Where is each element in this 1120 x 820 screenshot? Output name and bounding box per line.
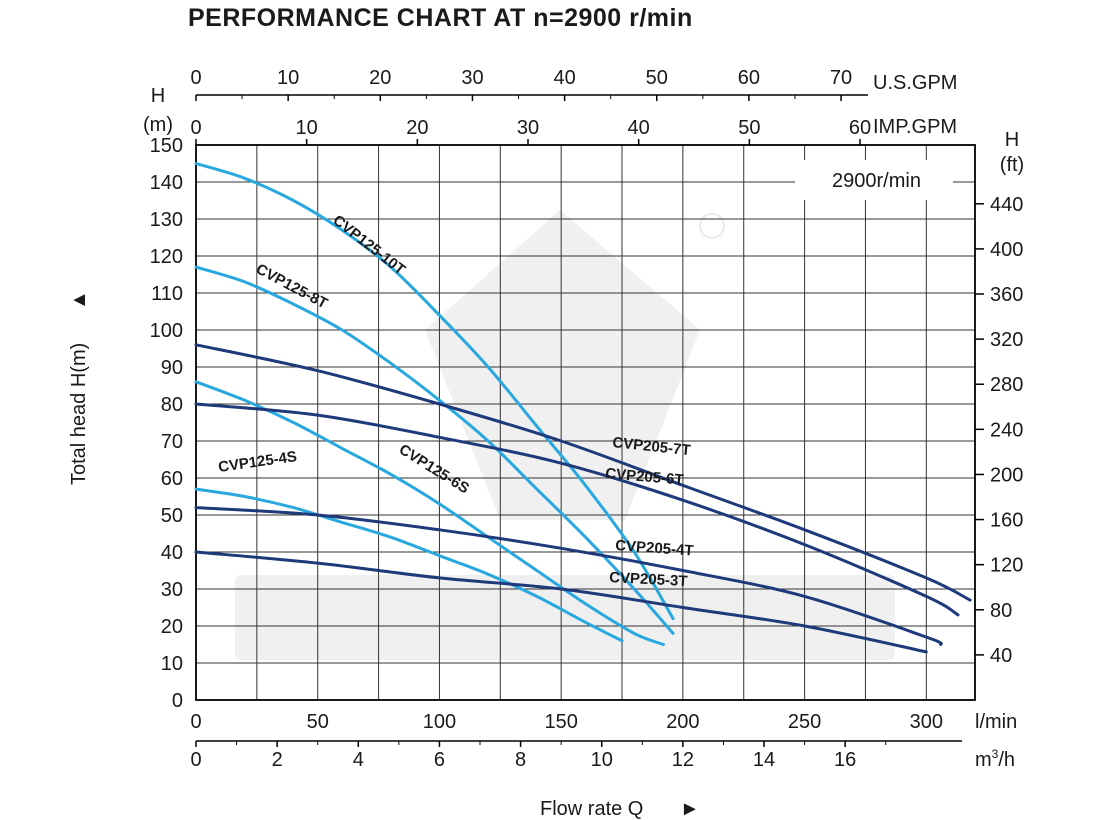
- left-tick-label: 0: [172, 690, 183, 712]
- ylabel-arrow: ▲: [68, 290, 90, 310]
- lmin-tick-label: 150: [544, 711, 577, 733]
- right-axis-label: H: [1005, 129, 1019, 151]
- usgpm-tick-label: 20: [369, 67, 391, 89]
- usgpm-tick-label: 50: [646, 67, 668, 89]
- impgpm-tick-label: 0: [190, 117, 201, 139]
- left-tick-label: 10: [161, 653, 183, 675]
- right-tick-label: 400: [990, 239, 1023, 261]
- left-tick-label: 110: [151, 283, 183, 305]
- usgpm-tick-label: 10: [277, 67, 299, 89]
- usgpm-unit: U.S.GPM: [873, 72, 957, 94]
- right-axis: 40 80 120 160 200 240 280 320 360 400 440 H (ft): [975, 129, 1024, 667]
- lmin-tick-label: 0: [190, 711, 201, 733]
- impgpm-tick-label: 20: [406, 117, 428, 139]
- left-tick-label: 130: [150, 209, 183, 231]
- left-tick-label: 50: [161, 505, 183, 527]
- m3h-tick-label: 8: [515, 749, 526, 771]
- lmin-tick-label: 250: [788, 711, 821, 733]
- left-tick-label: 60: [161, 468, 183, 490]
- usgpm-tick-label: 30: [461, 67, 483, 89]
- right-tick-label: 80: [990, 600, 1012, 622]
- left-tick-label: 30: [161, 579, 183, 601]
- lmin-tick-label: 100: [423, 711, 456, 733]
- impgpm-tick-label: 30: [517, 117, 539, 139]
- left-axis: 0 10 20 30 40 50 60 70 80 90 100 110 120 130 140 150 H (m…: [143, 85, 183, 712]
- series-label-cvp205-3t: CVP205-3T: [609, 569, 688, 590]
- left-tick-label: 120: [150, 246, 183, 268]
- series-layer: [194, 162, 972, 654]
- ylabel: Total head H(m): [68, 343, 90, 485]
- right-tick-label: 240: [990, 419, 1023, 441]
- lmin-tick-label: 200: [666, 711, 699, 733]
- right-tick-label: 360: [990, 284, 1023, 306]
- right-tick-label: 40: [990, 645, 1012, 667]
- xlabel: Flow rate Q: [540, 798, 643, 820]
- lmin-tick-label: 300: [910, 711, 943, 733]
- left-tick-label: 70: [161, 431, 183, 453]
- left-tick-label: 80: [161, 394, 183, 416]
- m3h-tick-label: 6: [434, 749, 445, 771]
- speed-note: 2900r/min: [832, 170, 921, 192]
- right-tick-label: 280: [990, 374, 1023, 396]
- speed-note-box: [795, 160, 953, 200]
- chart-title: PERFORMANCE CHART AT n=2900 r/min: [188, 4, 693, 32]
- lmin-unit: l/min: [975, 711, 1017, 733]
- right-axis-unit: (ft): [1000, 154, 1024, 176]
- series-label-cvp125-6s: CVP125-6S: [396, 441, 472, 497]
- lmin-tick-label: 50: [307, 711, 329, 733]
- left-axis-label: H: [151, 85, 165, 107]
- xlabel-arrow: ►: [680, 798, 700, 820]
- right-tick-label: 440: [990, 194, 1023, 216]
- usgpm-tick-label: 70: [830, 67, 852, 89]
- series-label-cvp205-6t: CVP205-6T: [605, 465, 685, 489]
- usgpm-tick-label: 60: [738, 67, 760, 89]
- impgpm-unit: IMP.GPM: [873, 116, 957, 138]
- watermark-logo: [235, 210, 895, 660]
- left-tick-label: 100: [150, 320, 183, 342]
- impgpm-tick-label: 50: [738, 117, 760, 139]
- left-tick-label: 90: [161, 357, 183, 379]
- series-line-cvp205-3t: [194, 550, 928, 654]
- m3h-tick-label: 4: [353, 749, 364, 771]
- impgpm-tick-label: 10: [296, 117, 318, 139]
- right-tick-label: 120: [990, 555, 1023, 577]
- m3h-tick-label: 2: [272, 749, 283, 771]
- m3h-tick-label: 10: [591, 749, 613, 771]
- left-tick-label: 40: [161, 542, 183, 564]
- m3h-tick-label: 0: [190, 749, 201, 771]
- series-line-cvp125-10t: [194, 162, 675, 621]
- series-line-cvp125-8t: [194, 265, 675, 635]
- usgpm-tick-label: 40: [553, 67, 575, 89]
- bottom-axes: 0 50 100 150 200 250 300 l/min 0 2 4 6 8 10 12 14 16 m3/h: [190, 711, 1017, 771]
- impgpm-tick-label: 40: [628, 117, 650, 139]
- left-axis-unit: (m): [143, 114, 173, 136]
- series-line-cvp125-6s: [194, 380, 665, 646]
- series-label-cvp125-4s: CVP125-4S: [217, 448, 298, 476]
- m3h-tick-label: 12: [672, 749, 694, 771]
- series-line-cvp205-4t: [194, 506, 943, 646]
- m3h-tick-label: 16: [834, 749, 856, 771]
- m3h-tick-label: 14: [753, 749, 775, 771]
- plot-frame: [195, 144, 976, 701]
- right-tick-label: 160: [990, 510, 1023, 532]
- series-label-cvp205-4t: CVP205-4T: [615, 537, 694, 559]
- left-tick-label: 140: [150, 172, 183, 194]
- series-line-cvp125-4s: [194, 487, 624, 643]
- left-tick-label: 150: [150, 135, 183, 157]
- left-tick-label: 20: [161, 616, 183, 638]
- series-label-cvp125-10t: CVP125-10T: [330, 212, 409, 279]
- right-tick-label: 320: [990, 329, 1023, 351]
- usgpm-tick-label: 0: [190, 67, 201, 89]
- m3h-unit: m3/h: [975, 747, 1015, 771]
- series-line-cvp205-7t: [194, 343, 972, 602]
- right-tick-label: 200: [990, 464, 1023, 486]
- series-line-cvp205-6t: [194, 402, 960, 617]
- impgpm-tick-label: 60: [849, 117, 871, 139]
